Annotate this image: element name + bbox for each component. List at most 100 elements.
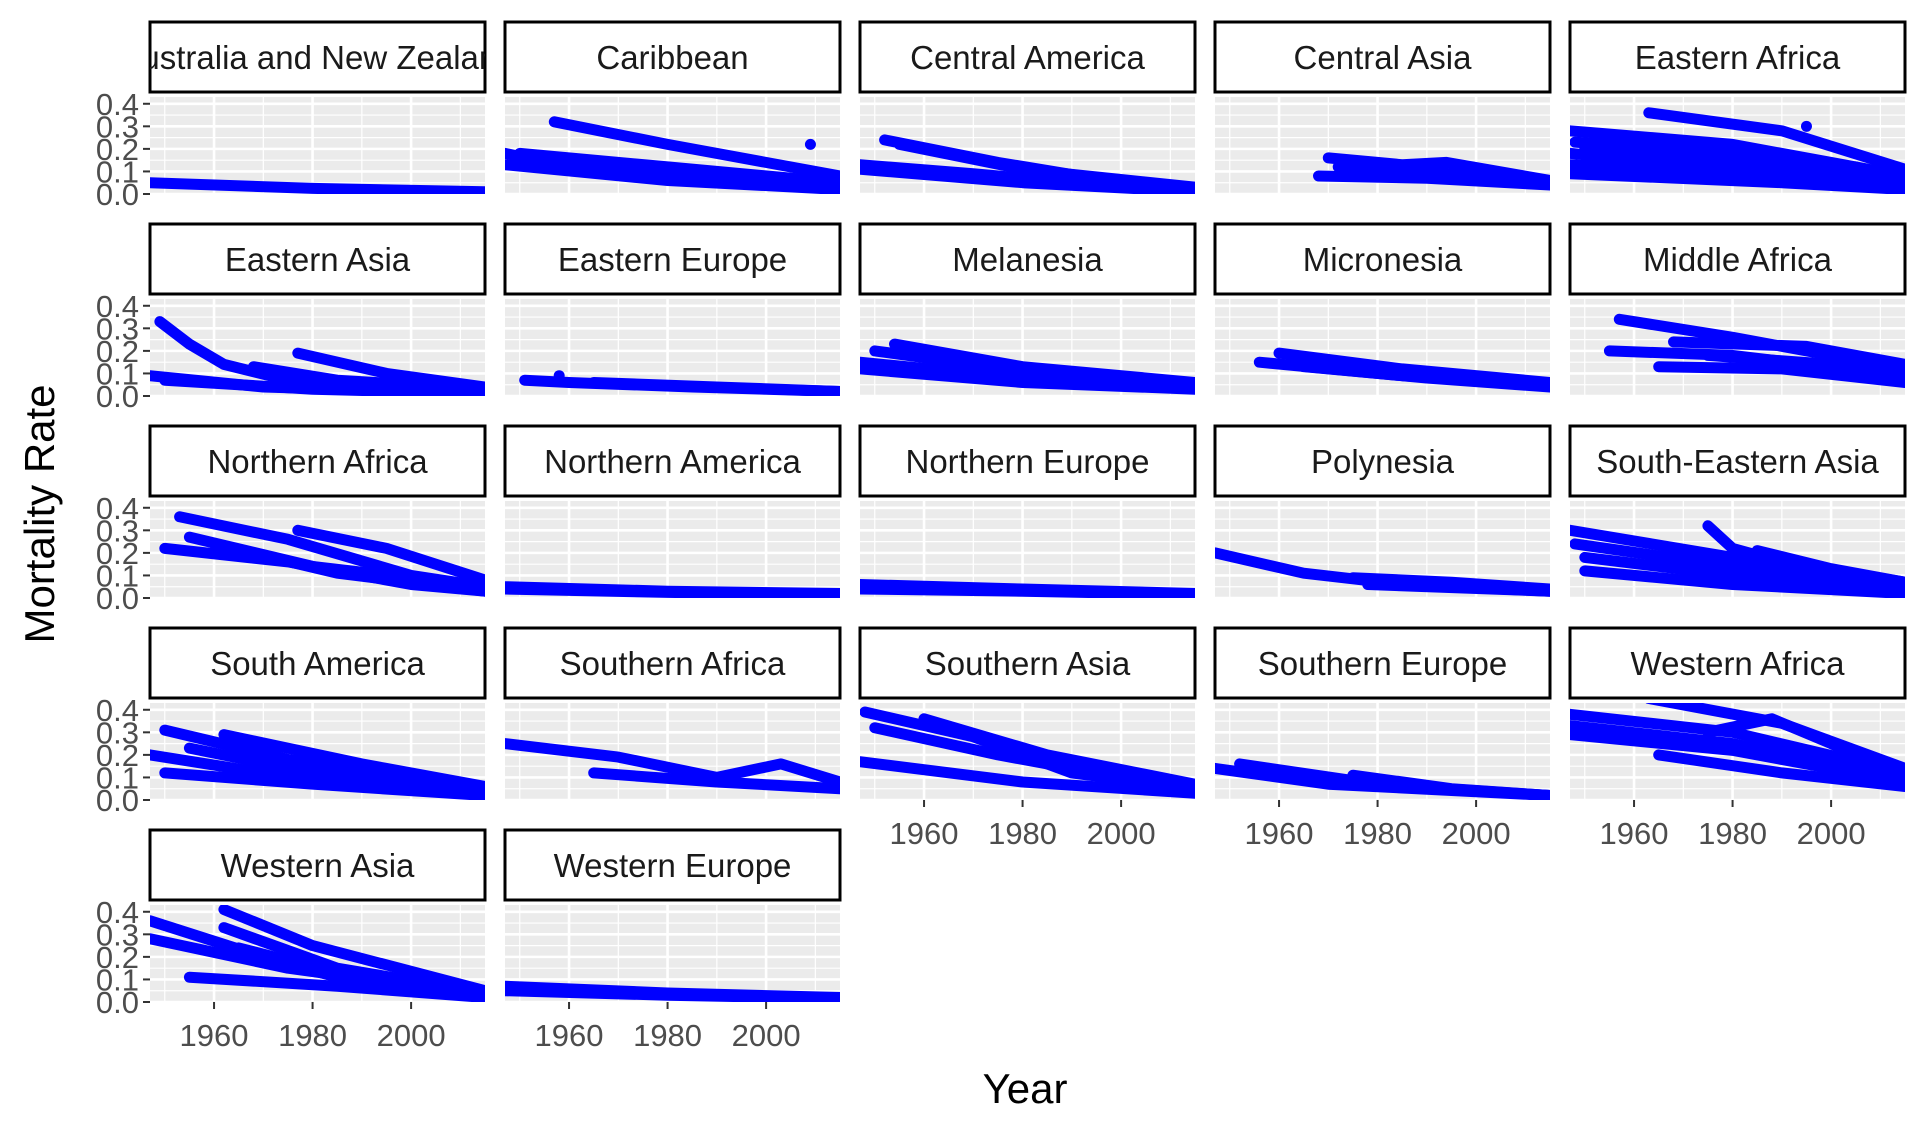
data-series-trace [514,147,840,189]
x-tick-label: 1980 [633,1018,702,1053]
y-axis-title: Mortality Rate [16,384,63,643]
facet-strip-label: Central Asia [1294,39,1473,76]
y-tick-label: 0.2 [96,940,139,975]
facet-strip-label: Melanesia [952,241,1103,278]
data-series-trace [918,713,1195,790]
x-tick-label: 1960 [1245,816,1314,851]
y-tick-label: 0.4 [96,289,139,324]
facet-strip [1568,626,1907,700]
facet-strip [148,222,487,296]
data-series-trace [588,377,840,396]
facet-strip [503,626,842,700]
y-tick-label: 0.0 [96,177,139,212]
y-tick-label: 0.1 [96,356,139,391]
data-points [159,511,485,597]
facet-panel: Polynesia [1213,424,1552,600]
y-tick-label: 0.2 [96,738,139,773]
y-tick-label: 0.4 [96,87,139,122]
y-tick-label: 0.2 [96,132,139,167]
y-tick-label: 0.3 [96,513,139,548]
facet-panel: Melanesia [858,222,1197,398]
facet-strip-label: Australia and New Zealand [119,39,515,76]
data-points [150,905,485,1002]
facet-strip [858,222,1197,296]
data-series-trace [1579,551,1905,595]
data-points [150,724,485,800]
facet-panel: Eastern Europe [503,222,842,398]
data-series-trace [1579,565,1905,598]
x-tick-label: 1960 [1600,816,1669,851]
facet-strip-label: South America [210,645,425,682]
facet-strip [503,424,842,498]
data-series-trace [1776,161,1905,186]
y-tick-label: 0.2 [96,334,139,369]
y-tick-label: 0.3 [96,917,139,952]
data-series-trace [208,538,485,597]
data-points [505,581,840,598]
data-series-trace [1298,361,1550,393]
facet-strip [1568,222,1907,296]
data-series-trace [505,583,840,598]
data-points [860,579,1195,598]
data-points [505,116,840,194]
facet-panel: South-Eastern Asia [1568,424,1907,600]
data-series-trace [893,138,1195,193]
data-series-trace [1751,545,1905,588]
data-series-trace [1643,107,1905,175]
data-points [1253,347,1550,393]
facet-panel: Eastern Asia 0.00.10.20.30.4 [96,222,487,414]
facet-strip-label: Polynesia [1311,443,1455,480]
y-tick-label: 0.2 [96,536,139,571]
data-series-trace [1653,361,1905,388]
data-points [1215,758,1550,800]
data-series-trace [1668,336,1905,370]
facet-panel: Western Asia 0.00.10.20.30.4 1960 1980 2000 [96,828,487,1053]
facet-strip-label: Southern Asia [925,645,1131,682]
data-points [1313,152,1550,191]
data-series-trace [233,942,485,1001]
y-tick-label: 0.0 [96,379,139,414]
x-tick-label: 1980 [1698,816,1767,851]
plot-background [150,97,485,194]
data-series-trace [889,338,1195,388]
facet-strip [148,20,487,94]
facet-panel: Western Europe 1960 1980 2000 [503,828,842,1053]
facet-strip [1213,222,1552,296]
y-tick-label: 0.1 [96,154,139,189]
data-points [1215,547,1550,597]
y-tick-label: 0.3 [96,311,139,346]
facet-strip-label: Northern Europe [906,443,1150,480]
x-tick-label: 1960 [535,1018,604,1053]
data-series-trace [588,767,840,795]
facet-panel: Southern Asia 1960 1980 2000 [858,626,1197,851]
data-series-trace [1570,729,1905,788]
data-series-trace [218,905,485,997]
facet-panel: Eastern Africa [1568,20,1907,196]
data-series-trace [159,374,485,396]
data-points [505,738,840,795]
y-tick-label: 0.0 [96,985,139,1020]
x-tick-label: 2000 [1797,816,1866,851]
data-points [1570,520,1905,598]
facet-panel: Northern America [503,424,842,600]
data-series-trace [159,767,485,800]
facet-panel: Southern Africa [503,626,842,802]
x-tick-label: 1960 [180,1018,249,1053]
x-tick-label: 2000 [1442,816,1511,851]
facet-strip [503,222,842,296]
facet-strip-label: Western Asia [221,847,415,884]
data-series-trace [248,361,485,395]
x-tick-label: 2000 [732,1018,801,1053]
facet-strip-label: Northern Africa [207,443,428,480]
y-tick-label: 0.3 [96,109,139,144]
data-series-trace [1347,769,1550,800]
y-tick-label: 0.1 [96,962,139,997]
data-series-trace [1362,579,1550,597]
facet-strip [1213,20,1552,94]
facet-panel: Central Asia [1213,20,1552,196]
facet-strip [1568,424,1907,498]
facet-panel: Northern Europe [858,424,1197,600]
facet-strip [503,828,842,902]
data-series-trace [548,116,840,182]
y-tick-label: 0.1 [96,760,139,795]
